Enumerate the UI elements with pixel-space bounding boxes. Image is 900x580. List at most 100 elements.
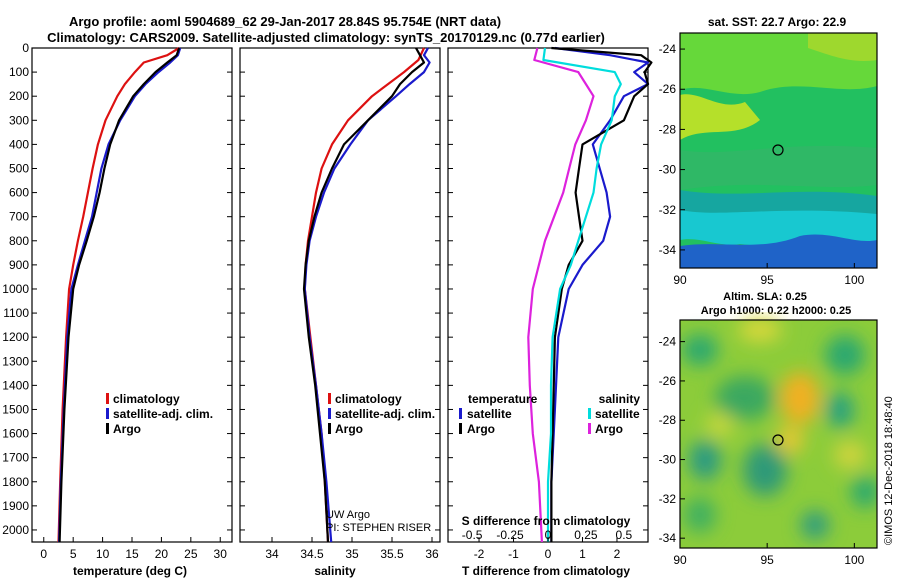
sla-high	[780, 372, 820, 424]
legend-sal-satellite-label: satellite	[595, 407, 640, 421]
map-lat-label: -26	[659, 374, 677, 388]
sst-map-ticks: -24 -26 -28 -30 -32 -34 90 95 100	[659, 42, 865, 287]
salinity-xlabel: salinity	[314, 564, 356, 578]
legend-temp-argo-swatch	[459, 423, 462, 434]
salinity-panel-frame	[239, 47, 441, 543]
figure-title-line2: Climatology: CARS2009. Satellite-adjuste…	[47, 30, 605, 45]
map-lat-label: -34	[659, 243, 677, 257]
legend-temp-argo-label: Argo	[467, 422, 495, 436]
x-tick-label: 0	[545, 547, 552, 561]
series-line-climatology	[57, 47, 180, 543]
profile-location-marker	[772, 434, 784, 446]
difference-xlabel: T difference from climatology	[462, 564, 630, 578]
legend-climatology-swatch	[328, 393, 331, 404]
difference-legend: temperature satellite Argo salinity sate…	[459, 392, 640, 436]
y-tick-label: 900	[9, 258, 29, 272]
sla-low	[826, 392, 854, 428]
x-tick-label: 34	[265, 547, 279, 561]
series-line-salinity-satellite	[542, 47, 622, 542]
s-tick-label: 0	[545, 528, 552, 542]
x-tick-label: 36	[425, 547, 439, 561]
sla-high	[706, 413, 734, 437]
x-tick-label: 20	[155, 547, 169, 561]
sst-map-title: sat. SST: 22.7 Argo: 22.9	[708, 15, 847, 29]
sla-low	[715, 376, 775, 420]
legend-sal-argo-swatch	[588, 423, 591, 434]
x-tick-label: -1	[508, 547, 519, 561]
sla-high	[738, 318, 782, 342]
y-tick-label: 1100	[3, 306, 29, 320]
map-lat-label: -34	[659, 531, 677, 545]
s-tick-label: -0.25	[496, 528, 524, 542]
temperature-xlabel: temperature (deg C)	[73, 564, 187, 578]
x-tick-label: 34.5	[300, 547, 324, 561]
map-lat-label: -32	[659, 203, 677, 217]
sst-mid-band	[680, 145, 877, 190]
x-tick-label: -2	[474, 547, 485, 561]
map-lat-label: -26	[659, 82, 677, 96]
legend-satellite-swatch	[106, 408, 109, 419]
x-tick-label: 1	[579, 547, 586, 561]
x-tick-label: 5	[70, 547, 77, 561]
s-tick-label: 0.5	[616, 528, 633, 542]
sla-high	[834, 441, 866, 469]
x-tick-label: 15	[125, 547, 139, 561]
x-tick-label: 30	[214, 547, 228, 561]
map-lat-label: -28	[659, 122, 677, 136]
legend-argo-swatch	[328, 423, 331, 434]
map-lon-label: 90	[673, 553, 687, 567]
x-tick-label: 10	[96, 547, 110, 561]
sla-map-title-line1: Altim. SLA: 0.25	[723, 291, 807, 303]
y-tick-label: 300	[9, 113, 29, 127]
legend-argo-label: Argo	[335, 422, 363, 436]
sla-low	[689, 440, 721, 480]
series-line-temperature-argo	[550, 46, 653, 542]
temperature-profile-chart: 0 5 10 15 20 25 300100200300400500600700800900…	[2, 41, 232, 561]
imos-stamp: ©IMOS 12-Dec-2018 18:48:40	[883, 396, 895, 545]
series-line-argo	[302, 47, 426, 543]
y-tick-label: 1500	[2, 402, 29, 416]
y-tick-label: 700	[9, 210, 29, 224]
s-tick-label: 0.25	[574, 528, 598, 542]
legend-climatology-swatch	[106, 393, 109, 404]
temperature-legend: climatology satellite-adj. clim. Argo	[106, 392, 213, 436]
salinity-profile-chart: 34 34.5 35 35.5 36	[240, 47, 440, 561]
y-tick-label: 600	[9, 186, 29, 200]
legend-satellite-label: satellite-adj. clim.	[335, 407, 435, 421]
sla-low	[825, 335, 865, 375]
x-tick-label: 35.5	[380, 547, 404, 561]
y-tick-label: 1400	[2, 378, 29, 392]
legend-climatology-label: climatology	[335, 392, 402, 406]
map-lon-label: 100	[844, 273, 864, 287]
map-lat-label: -32	[659, 492, 677, 506]
map-lat-label: -24	[659, 335, 677, 349]
legend-temp-satellite-label: satellite	[467, 407, 512, 421]
y-tick-label: 1800	[2, 475, 29, 489]
x-tick-label: 2	[614, 547, 621, 561]
y-tick-label: 1700	[2, 451, 29, 465]
legend-climatology-label: climatology	[113, 392, 180, 406]
y-tick-label: 500	[9, 161, 29, 175]
y-tick-label: 1300	[2, 354, 29, 368]
legend-salinity-title: salinity	[599, 392, 641, 406]
figure-title-line1: Argo profile: aoml 5904689_62 29-Jan-201…	[69, 14, 501, 29]
sla-low	[743, 444, 787, 496]
credit-line1: UW Argo	[326, 509, 370, 521]
sst-warm-patch	[680, 94, 760, 140]
credit-line2: PI: STEPHEN RISER	[326, 522, 431, 534]
legend-argo-label: Argo	[113, 422, 141, 436]
sst-map	[680, 33, 877, 268]
y-tick-label: 0	[22, 41, 29, 55]
legend-temp-satellite-swatch	[459, 408, 462, 419]
x-tick-label: 25	[184, 547, 198, 561]
difference-xlabel-top: S difference from climatology	[462, 514, 631, 528]
y-tick-label: 2000	[2, 523, 29, 537]
map-lat-label: -24	[659, 42, 677, 56]
series-line-argo	[58, 47, 181, 543]
x-tick-label: 0	[40, 547, 47, 561]
x-tick-label: 35	[345, 547, 359, 561]
sla-map-frame	[679, 319, 878, 549]
map-lon-label: 100	[844, 553, 864, 567]
sst-coldest-band	[680, 234, 877, 268]
